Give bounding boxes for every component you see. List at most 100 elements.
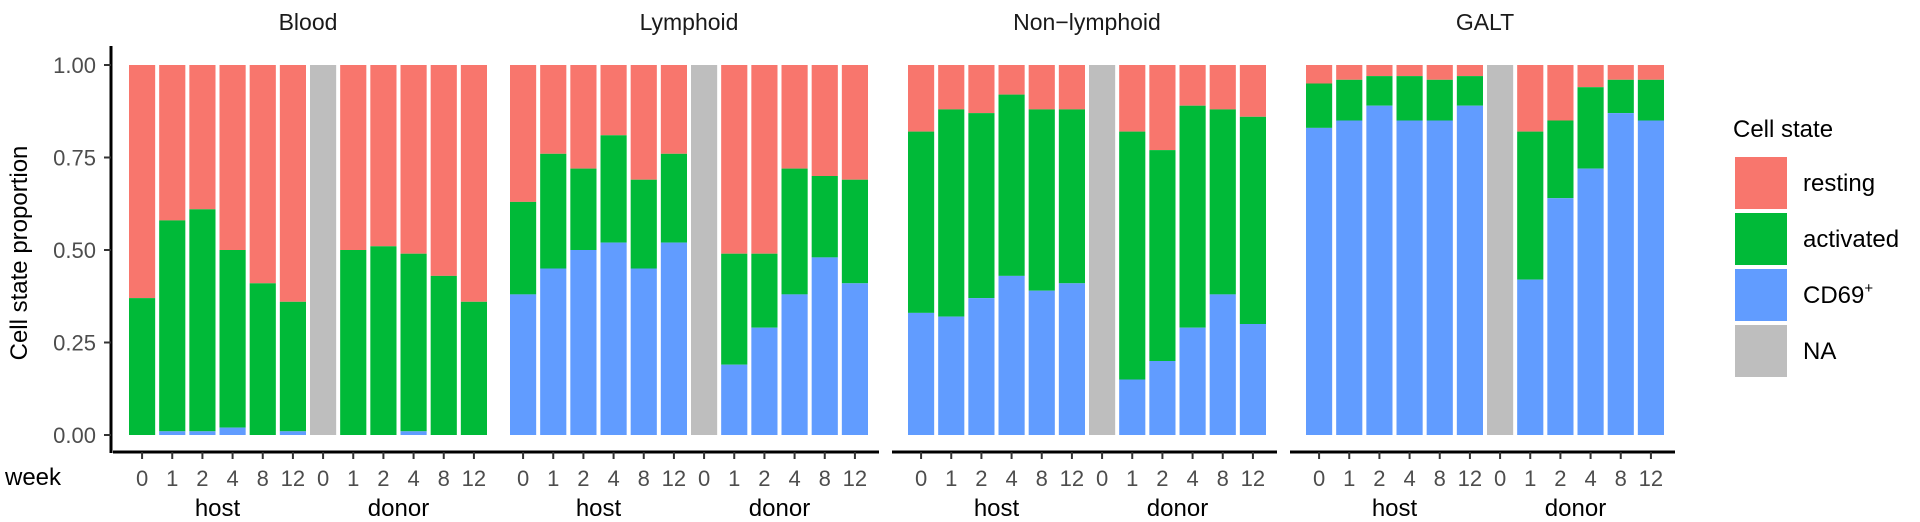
bar-segment-cd69 [1366,105,1393,435]
x-tick-label: 4 [1186,466,1198,491]
bar-segment-activated [540,153,567,269]
bar-segment-resting [219,65,246,250]
x-tick-label: 12 [843,466,867,491]
bar-segment-resting [938,65,965,110]
bar-segment-resting [129,65,156,299]
bar-segment-cd69 [570,250,597,435]
bar-segment-activated [400,253,427,432]
bar-segment-activated [600,135,627,243]
bar-segment-activated [968,113,995,299]
bar-segment-cd69 [1607,113,1634,435]
bar-segment-cd69 [1209,294,1236,435]
group-label: host [1372,495,1418,522]
bar-segment-resting [1336,65,1363,80]
legend-label: resting [1803,170,1875,197]
legend-key [1735,325,1787,377]
bar-segment-resting [1306,65,1333,84]
facet-title: Blood [279,9,338,35]
bar-segment-resting [1058,65,1085,110]
group-label: donor [1147,495,1208,522]
bar-segment-cd69 [721,364,748,435]
y-tick-label: 0.00 [53,423,96,448]
bar-segment-resting [998,65,1025,95]
bar-segment-cd69 [811,257,838,435]
x-tick-label: 2 [377,466,389,491]
bar-segment-activated [1306,83,1333,128]
bar-segment-cd69 [781,294,808,435]
x-axis-title: week [4,464,62,491]
x-tick-label: 12 [1060,466,1084,491]
bar-segment-na [310,65,337,435]
bar-segment-activated [279,301,306,432]
bar-segment-resting [159,65,186,221]
bar-segment-cd69 [219,427,246,435]
bar-segment-resting [1149,65,1176,151]
bar-segment-cd69 [1179,327,1206,435]
x-tick-label: 0 [517,466,529,491]
bar-segment-cd69 [660,242,687,435]
bar-segment-cd69 [159,431,186,435]
bar-segment-activated [1517,131,1544,280]
bar-segment-activated [1209,109,1236,295]
x-tick-label: 2 [1554,466,1566,491]
bar-segment-resting [841,65,868,180]
bar-segment-activated [1058,109,1085,284]
x-tick-label: 0 [1313,466,1325,491]
x-tick-label: 2 [196,466,208,491]
bar-segment-resting [510,65,537,202]
bar-segment-cd69 [510,294,537,435]
x-tick-label: 1 [166,466,178,491]
x-tick-label: 12 [662,466,686,491]
bar-segment-resting [370,65,397,247]
bar-segment-activated [1456,76,1483,106]
bar-segment-resting [430,65,457,276]
bar-segment-resting [249,65,276,284]
bar-segment-cd69 [938,316,965,435]
x-tick-label: 4 [226,466,238,491]
bar-segment-cd69 [1577,168,1604,435]
legend-key [1735,269,1787,321]
bar-segment-resting [968,65,995,114]
bar-segment-cd69 [1239,324,1266,435]
bar-segment-cd69 [1336,120,1363,435]
bar-segment-resting [1179,65,1206,106]
bar-segment-activated [1179,105,1206,328]
x-tick-label: 0 [1096,466,1108,491]
bar-segment-cd69 [1426,120,1453,435]
x-tick-label: 8 [1036,466,1048,491]
bar-segment-resting [1637,65,1664,80]
x-tick-label: 12 [1241,466,1265,491]
bar-segment-resting [781,65,808,169]
legend-key [1735,213,1787,265]
bar-segment-activated [159,220,186,432]
x-tick-label: 8 [1434,466,1446,491]
bar-segment-resting [1547,65,1574,121]
bar-segment-activated [630,179,657,269]
x-tick-label: 4 [607,466,619,491]
x-tick-label: 8 [1615,466,1627,491]
legend-label: NA [1803,338,1836,365]
bar-segment-cd69 [998,275,1025,435]
x-tick-label: 4 [788,466,800,491]
bar-segment-resting [1239,65,1266,117]
x-tick-label: 2 [975,466,987,491]
bar-segment-na [1089,65,1116,435]
bar-segment-na [1487,65,1514,435]
x-tick-label: 0 [317,466,329,491]
bar-segment-cd69 [1396,120,1423,435]
bar-segment-activated [1577,87,1604,169]
x-tick-label: 4 [1584,466,1596,491]
x-tick-label: 0 [136,466,148,491]
x-tick-label: 4 [1403,466,1415,491]
x-tick-label: 12 [1458,466,1482,491]
x-tick-label: 8 [1217,466,1229,491]
bar-segment-cd69 [600,242,627,435]
bar-segment-resting [540,65,567,154]
bar-segment-resting [1119,65,1146,132]
bar-segment-cd69 [630,268,657,435]
legend-label: CD69+ [1803,280,1873,309]
bar-segment-resting [460,65,487,302]
bar-segment-activated [129,298,156,435]
x-tick-label: 0 [915,466,927,491]
